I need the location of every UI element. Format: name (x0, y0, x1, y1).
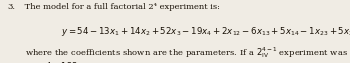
Text: ator $4 = 123$, then what terms could be modeled and what would the coefficients: ator $4 = 123$, then what terms could be… (25, 60, 350, 63)
Text: $y = 54 - 13x_1 + 14x_2 + 52x_3 - 19x_4 + 2x_{12} - 6x_{13} + 5x_{14} - 1x_{23} : $y = 54 - 13x_1 + 14x_2 + 52x_3 - 19x_4 … (61, 25, 350, 38)
Text: where the coefficients shown are the parameters. If a $2_{\mathrm{IV}}^{4-1}$ ex: where the coefficients shown are the par… (25, 45, 350, 60)
Text: The model for a full factorial 2⁴ experiment is:: The model for a full factorial 2⁴ experi… (22, 3, 220, 11)
Text: 3.: 3. (8, 3, 16, 11)
